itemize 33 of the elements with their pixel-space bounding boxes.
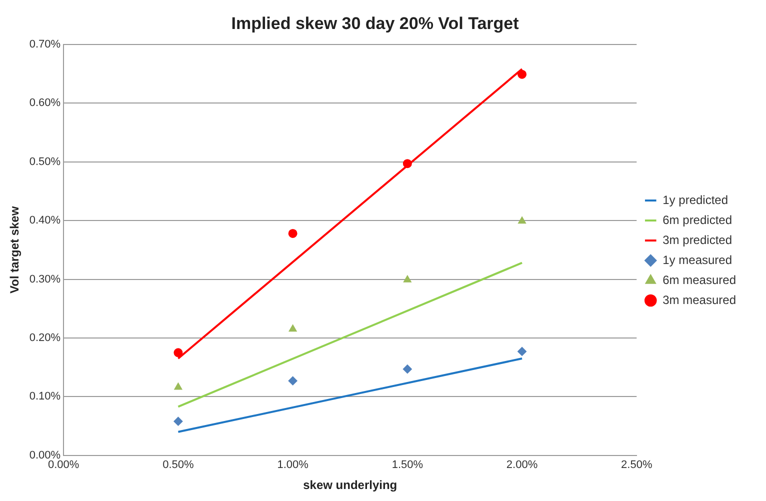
x-tick-label: 0.50% [162, 459, 194, 472]
point [402, 364, 412, 374]
chart-title: Implied skew 30 day 20% Vol Target [231, 14, 520, 33]
point [518, 216, 526, 224]
x-tick-label: 2.50% [621, 459, 652, 472]
point [518, 346, 527, 356]
legend-label: 6m measured [662, 272, 736, 287]
x-axis-title: skew underlying [303, 478, 398, 492]
point [288, 324, 297, 332]
y-tick-label: 0.40% [29, 214, 61, 227]
y-tick-label: 0.00% [29, 449, 61, 462]
y-tick-label: 0.60% [29, 97, 61, 110]
point [288, 376, 298, 386]
x-tick-label: 0.00% [48, 459, 80, 472]
point [174, 348, 183, 358]
y-axis-title: Vol target skew [8, 206, 22, 294]
point [174, 382, 182, 390]
x-tick-label: 2.00% [506, 459, 538, 472]
point [403, 275, 412, 282]
y-tick-label: 0.30% [29, 273, 61, 286]
legend-label: 1y predicted [662, 192, 728, 207]
legend-label: 6m predicted [662, 212, 732, 227]
x-tick-label: 1.50% [392, 459, 424, 472]
legend-label: 1y measured [662, 252, 732, 267]
y-tick-label: 0.50% [29, 156, 61, 168]
x-tick-label: 1.00% [277, 459, 309, 472]
y-tick-label: 0.70% [29, 38, 61, 50]
point [174, 416, 183, 426]
legend-label: 3m measured [662, 292, 736, 307]
legend-label: 3m predicted [662, 232, 732, 247]
y-tick-label: 0.20% [29, 332, 61, 344]
point [288, 228, 298, 238]
y-tick-label: 0.10% [29, 390, 61, 403]
